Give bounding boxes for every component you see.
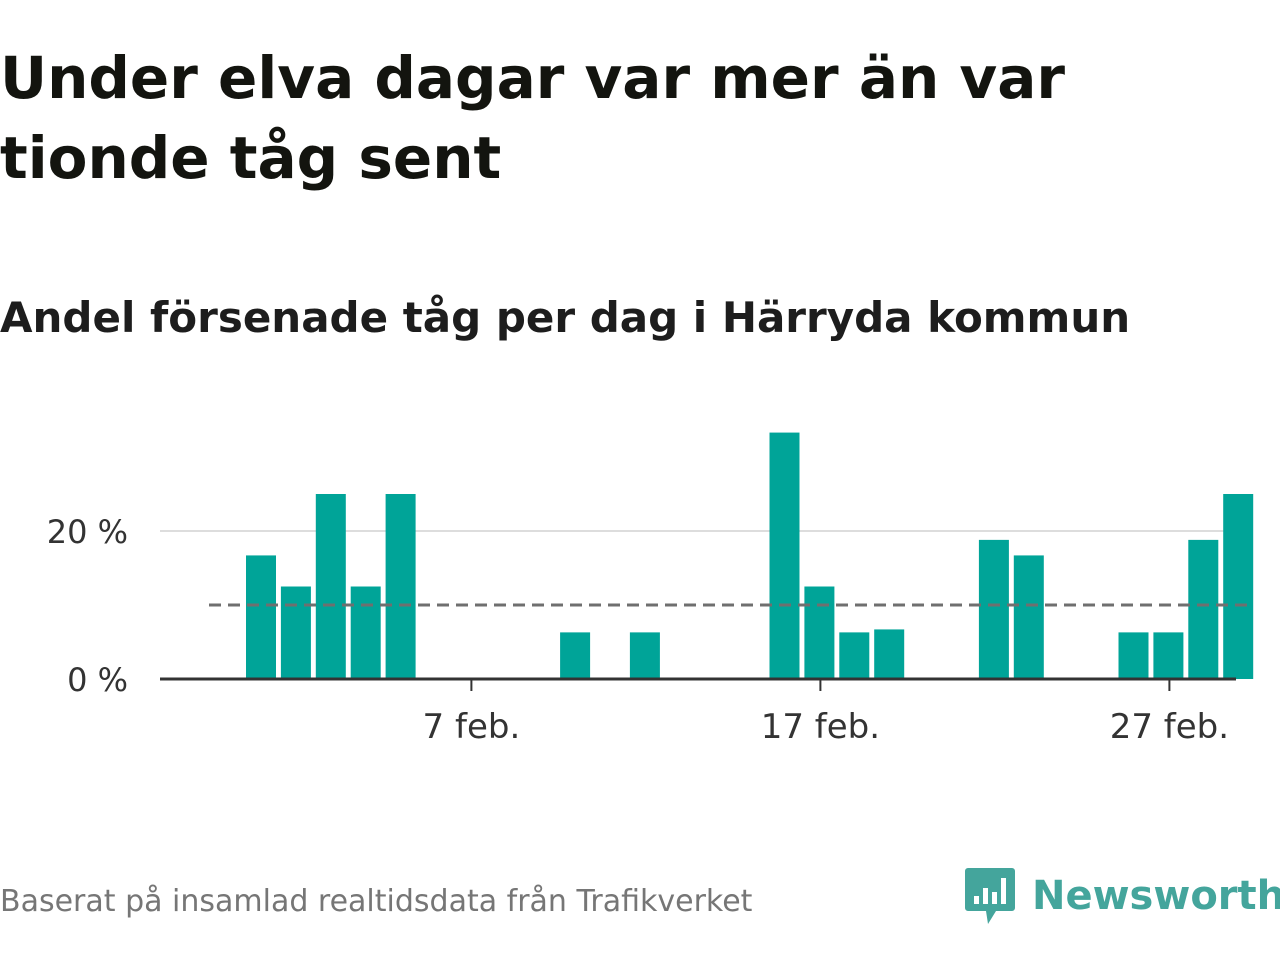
brand-name: Newsworthy xyxy=(1032,873,1280,919)
chart-title: Under elva dagar var mer än var tionde t… xyxy=(0,44,1065,192)
bar xyxy=(1013,555,1044,679)
bar xyxy=(1223,494,1254,679)
newsworthy-logo-icon xyxy=(965,868,1015,924)
x-tick-label: 17 feb. xyxy=(761,707,880,747)
bar xyxy=(280,586,311,679)
x-tick-label: 7 feb. xyxy=(423,707,521,747)
bar xyxy=(385,494,416,679)
bar xyxy=(839,632,870,679)
y-tick-label: 20 % xyxy=(47,513,128,551)
x-tick-label: 27 feb. xyxy=(1110,707,1229,747)
bar xyxy=(246,555,276,679)
bar xyxy=(629,632,660,679)
bar xyxy=(804,586,835,679)
bar xyxy=(560,632,591,679)
bar xyxy=(350,586,381,679)
y-tick-label: 0 % xyxy=(67,661,128,699)
chart-subtitle: Andel försenade tåg per dag i Härryda ko… xyxy=(0,293,1131,342)
bar-chart: 0 % 20 % 7 feb. 17 feb. 27 feb. xyxy=(47,432,1254,747)
bar xyxy=(1153,632,1184,679)
bar xyxy=(978,539,1009,679)
bar xyxy=(769,432,800,679)
source-note: Baserat på insamlad realtidsdata från Tr… xyxy=(0,884,753,919)
bar xyxy=(874,629,905,679)
brand-logo: Newsworthy xyxy=(964,866,1280,926)
bar xyxy=(1188,539,1219,679)
bar xyxy=(315,494,346,679)
bar xyxy=(1118,632,1149,679)
